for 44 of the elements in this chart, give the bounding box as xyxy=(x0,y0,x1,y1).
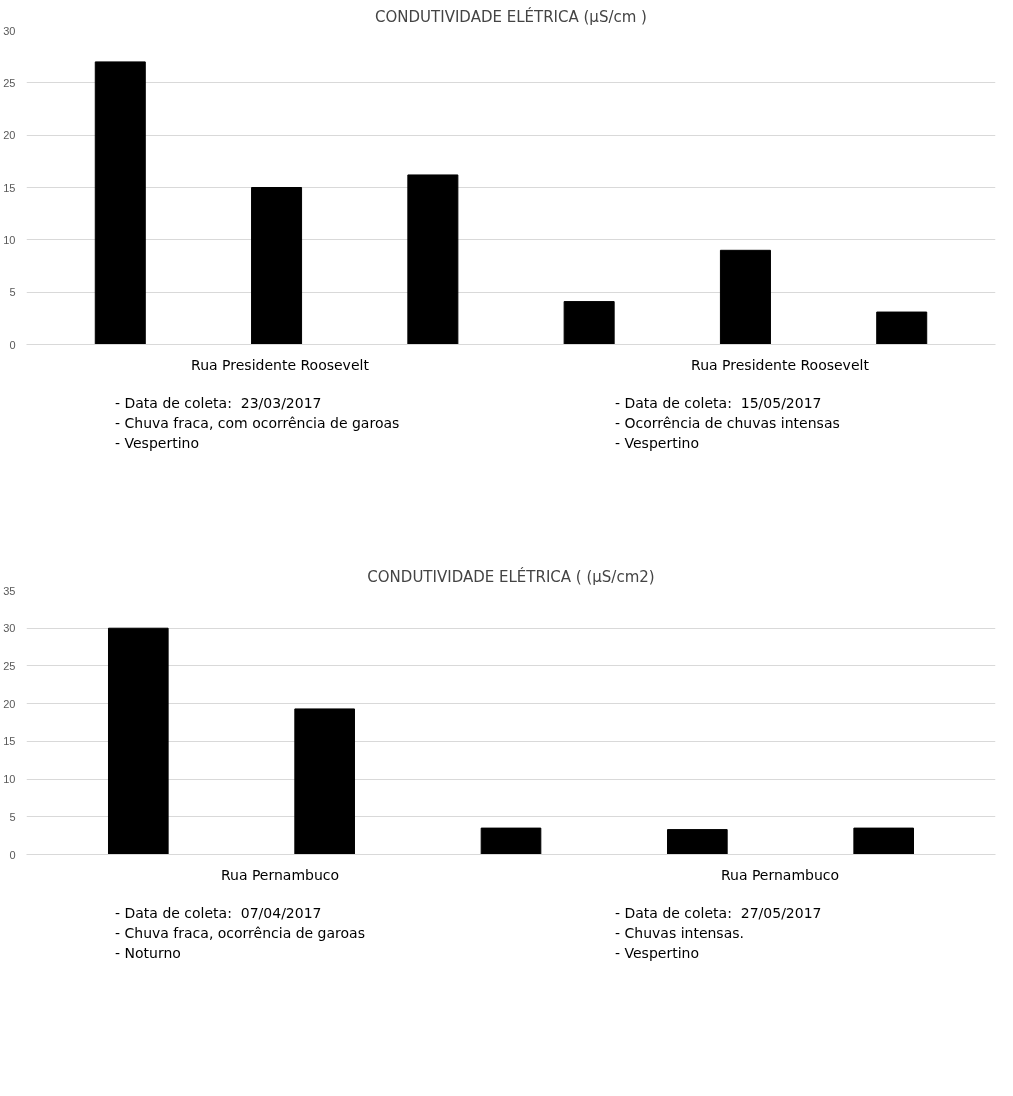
bar xyxy=(107,627,169,855)
y-tick-label: 20 xyxy=(3,129,16,142)
y-tick-label: 30 xyxy=(3,24,16,37)
text: Rua Presidente Roosevelt xyxy=(690,356,870,375)
chart-title: CONDUTIVIDADE ELÉTRICA (µS/cm ) xyxy=(375,6,647,26)
y-tick-label: 5 xyxy=(9,810,16,823)
y-tick-label: 10 xyxy=(3,773,16,786)
y-tick-label: 30 xyxy=(3,622,16,635)
bar xyxy=(294,708,355,855)
bar xyxy=(407,174,459,345)
text: - Data de coleta: 23/03/2017 xyxy=(115,394,323,413)
y-tick-label: 25 xyxy=(3,76,16,89)
bar xyxy=(251,187,303,345)
bar xyxy=(667,829,728,855)
y-tick-label: 0 xyxy=(9,338,16,351)
text: - Vespertino xyxy=(615,434,700,453)
text: - Chuva fraca, com ocorrência de garoas xyxy=(115,414,401,433)
text: - Data de coleta: 27/05/2017 xyxy=(615,904,823,923)
y-tick-label: 25 xyxy=(3,659,16,672)
bar xyxy=(719,249,771,345)
y-tick-label: 15 xyxy=(3,735,16,748)
y-tick-label: 5 xyxy=(9,286,16,299)
bar xyxy=(480,827,542,855)
bar xyxy=(853,827,915,855)
y-tick-label: 0 xyxy=(9,848,16,861)
text: - Vespertino xyxy=(615,944,700,963)
y-tick-label: 15 xyxy=(3,181,16,194)
text: - Data de coleta: 15/05/2017 xyxy=(615,394,823,413)
text: - Chuvas intensas. xyxy=(615,924,745,943)
bar xyxy=(563,301,615,345)
chart-title: CONDUTIVIDADE ELÉTRICA ( (µS/cm2) xyxy=(367,566,655,586)
text: - Data de coleta: 07/04/2017 xyxy=(115,904,323,923)
text: Rua Presidente Roosevelt xyxy=(190,356,370,375)
text: - Ocorrência de chuvas intensas xyxy=(615,414,841,433)
text: - Chuva fraca, ocorrência de garoas xyxy=(115,924,366,943)
text: - Vespertino xyxy=(115,434,200,453)
bar xyxy=(94,61,146,345)
text: - Noturno xyxy=(115,944,182,963)
y-tick-label: 20 xyxy=(3,697,16,710)
y-tick-label: 10 xyxy=(3,233,16,246)
bar xyxy=(876,311,928,345)
text: Rua Pernambuco xyxy=(219,866,341,885)
y-tick-label: 35 xyxy=(3,584,16,597)
text: Rua Pernambuco xyxy=(719,866,841,885)
